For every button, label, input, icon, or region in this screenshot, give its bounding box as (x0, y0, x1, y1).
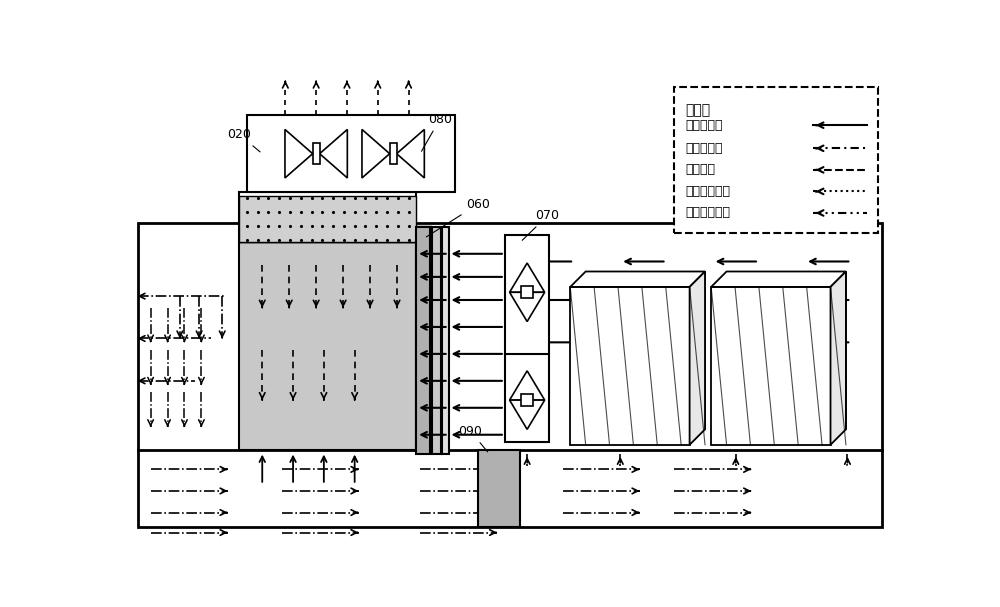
Text: 070: 070 (522, 209, 560, 240)
Bar (138, 223, 882, 527)
Bar (521, 286, 533, 299)
Text: 一次冷空气: 一次冷空气 (686, 142, 723, 155)
Bar (255, 227, 432, 435)
Text: 一次热空气: 一次热空气 (686, 119, 723, 132)
Bar (570, 287, 690, 445)
Bar (727, 271, 846, 429)
Polygon shape (510, 293, 545, 322)
Bar (313, 143, 320, 164)
Polygon shape (711, 271, 846, 287)
Text: 020: 020 (228, 128, 260, 152)
Bar (711, 287, 831, 445)
Text: 090: 090 (459, 425, 488, 452)
Text: 图例：: 图例： (686, 104, 711, 118)
Polygon shape (570, 271, 705, 287)
Bar (416, 227, 430, 454)
Polygon shape (510, 263, 545, 293)
Bar (521, 394, 533, 406)
Bar (239, 242, 416, 450)
Polygon shape (239, 227, 432, 242)
Text: 二次冷湿空气: 二次冷湿空气 (686, 185, 731, 198)
Bar (239, 196, 416, 242)
FancyBboxPatch shape (674, 87, 878, 233)
Polygon shape (285, 129, 313, 178)
Bar (390, 143, 397, 164)
Text: 060: 060 (426, 198, 490, 237)
Polygon shape (510, 400, 545, 429)
Text: 二次热湿空气: 二次热湿空气 (686, 206, 731, 220)
Text: 二次空气: 二次空气 (686, 163, 716, 177)
Bar (586, 271, 705, 429)
Bar (478, 450, 520, 527)
Polygon shape (510, 371, 545, 400)
Bar (432, 227, 441, 454)
Bar (505, 234, 549, 443)
Polygon shape (397, 129, 424, 178)
Bar (247, 115, 455, 192)
Polygon shape (320, 129, 347, 178)
Polygon shape (362, 129, 390, 178)
Text: 080: 080 (421, 113, 452, 151)
Polygon shape (831, 271, 846, 445)
Polygon shape (416, 227, 432, 450)
Bar (442, 227, 449, 454)
Polygon shape (690, 271, 705, 445)
